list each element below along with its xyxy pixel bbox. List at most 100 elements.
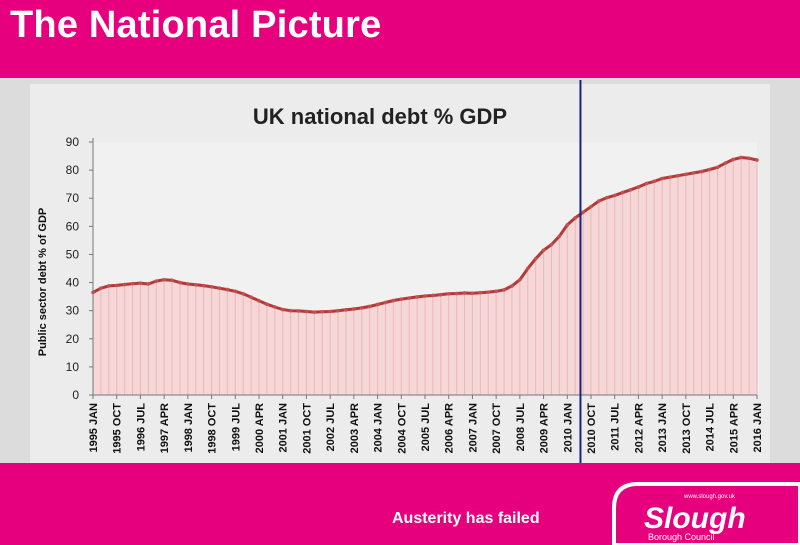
x-tick-label-0: 1995 JAN — [88, 403, 100, 453]
data-point-32 — [344, 308, 348, 312]
data-point-42 — [423, 294, 427, 298]
x-tick-label-14: 2005 JUL — [420, 403, 432, 452]
x-tick-label-27: 2015 APR — [728, 403, 740, 453]
data-point-76 — [691, 171, 696, 175]
y-tick-label-50: 50 — [66, 247, 80, 261]
data-point-60 — [565, 223, 570, 227]
data-point-70 — [644, 181, 649, 186]
x-tick-label-9: 2001 OCT — [301, 403, 313, 454]
data-point-29 — [320, 309, 325, 314]
data-point-34 — [359, 306, 364, 310]
data-point-45 — [446, 292, 451, 296]
x-tick-label-23: 2012 APR — [633, 403, 645, 453]
data-point-78 — [707, 167, 712, 172]
logo-url: www.slough.gov.uk — [683, 494, 736, 500]
data-point-47 — [462, 291, 467, 295]
data-point-4 — [122, 282, 127, 287]
data-point-53 — [510, 284, 514, 288]
data-point-16 — [217, 286, 222, 290]
data-point-28 — [312, 310, 317, 314]
x-tick-label-4: 1998 JAN — [183, 403, 195, 453]
data-point-30 — [328, 309, 332, 314]
data-point-69 — [636, 185, 641, 189]
footer-text: Austerity has failed — [392, 510, 540, 527]
data-point-14 — [201, 283, 206, 288]
data-point-19 — [241, 292, 245, 296]
data-point-13 — [193, 283, 198, 287]
data-point-62 — [581, 210, 585, 215]
x-tick-label-12: 2004 JAN — [373, 403, 385, 453]
data-point-38 — [391, 298, 396, 303]
x-tick-label-16: 2007 JAN — [467, 403, 479, 453]
y-tick-label-60: 60 — [66, 219, 80, 233]
data-point-3 — [114, 283, 119, 288]
data-point-66 — [612, 193, 617, 198]
data-point-15 — [209, 284, 214, 289]
data-point-59 — [557, 234, 562, 238]
data-point-74 — [676, 173, 680, 178]
x-tick-label-20: 2010 JAN — [562, 403, 574, 453]
data-point-52 — [502, 288, 506, 292]
data-point-17 — [225, 287, 230, 292]
data-point-65 — [605, 195, 609, 200]
data-point-46 — [454, 291, 459, 296]
data-point-64 — [597, 199, 601, 203]
data-point-61 — [573, 216, 577, 220]
data-point-82 — [739, 155, 743, 160]
data-point-84 — [755, 158, 759, 162]
x-tick-label-15: 2006 APR — [444, 403, 456, 453]
x-tick-label-2: 1996 JUL — [135, 403, 147, 452]
x-tick-label-6: 1999 JUL — [230, 403, 242, 452]
y-tick-label-30: 30 — [66, 304, 80, 318]
x-tick-label-17: 2007 OCT — [491, 403, 503, 454]
x-tick-label-28: 2016 JAN — [752, 403, 764, 453]
data-point-7 — [146, 282, 151, 286]
data-point-25 — [288, 308, 293, 313]
x-tick-label-21: 2010 OCT — [586, 403, 598, 454]
y-tick-label-70: 70 — [66, 191, 80, 205]
x-tick-label-1: 1995 OCT — [112, 403, 124, 454]
y-tick-label-90: 90 — [66, 135, 80, 149]
data-point-33 — [352, 307, 356, 311]
plot-area: 0 10 20 30 40 50 60 70 80 90 1995 JAN 1995 OCT 1996 … — [66, 80, 764, 463]
data-point-39 — [399, 297, 404, 301]
x-tick-label-25: 2013 OCT — [681, 403, 693, 454]
chart-title: UK national debt % GDP — [253, 104, 507, 129]
data-point-54 — [518, 277, 522, 282]
x-tick-label-10: 2002 JUL — [325, 403, 337, 452]
y-tick-label-10: 10 — [66, 360, 80, 374]
logo-wordmark: Slough — [644, 502, 746, 535]
slide-title: The National Picture — [10, 4, 382, 46]
data-point-77 — [699, 169, 704, 174]
data-point-75 — [684, 172, 688, 177]
y-tick-label-20: 20 — [66, 332, 80, 346]
x-tick-label-19: 2009 APR — [539, 403, 551, 453]
data-point-81 — [731, 157, 736, 162]
data-point-23 — [273, 305, 277, 309]
y-axis-label: Public sector debt % of GDP — [37, 208, 49, 357]
data-point-48 — [470, 291, 475, 296]
data-point-63 — [589, 204, 593, 209]
data-point-35 — [367, 304, 372, 309]
y-tick-label-0: 0 — [72, 388, 79, 402]
data-point-67 — [620, 190, 625, 195]
x-tick-label-26: 2014 JUL — [705, 403, 717, 452]
data-point-6 — [138, 281, 143, 285]
data-point-50 — [486, 290, 491, 294]
data-point-9 — [162, 277, 166, 282]
data-point-68 — [628, 187, 633, 192]
data-point-31 — [336, 308, 340, 313]
data-point-26 — [296, 309, 301, 313]
slough-logo: www.slough.gov.uk Slough Borough Council — [612, 482, 800, 545]
data-point-80 — [723, 161, 728, 165]
data-point-8 — [154, 279, 159, 283]
x-tick-label-5: 1998 OCT — [207, 403, 219, 454]
data-point-36 — [375, 302, 380, 307]
y-tick-label-40: 40 — [66, 276, 80, 290]
logo-subtext: Borough Council — [648, 532, 715, 542]
x-tick-label-7: 2000 APR — [254, 403, 266, 453]
data-point-2 — [107, 284, 111, 288]
x-tick-label-18: 2008 JUL — [515, 403, 527, 452]
data-point-11 — [178, 280, 182, 285]
